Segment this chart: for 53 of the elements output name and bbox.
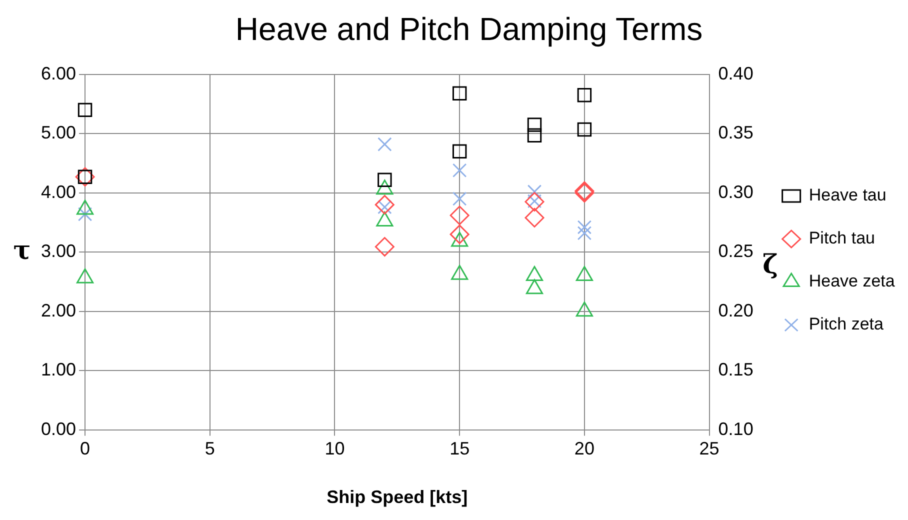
point: [450, 224, 470, 244]
point: [526, 266, 544, 282]
y-tick-label: 2.00: [40, 300, 76, 320]
x-tick-label: 0: [80, 438, 90, 459]
point: [452, 192, 467, 206]
point: [577, 220, 592, 234]
point: [452, 163, 467, 178]
point: [577, 122, 592, 137]
x-tick-label: 5: [204, 438, 215, 459]
point: [76, 268, 94, 284]
point: [450, 206, 470, 226]
legend-label: Pitch zeta: [808, 314, 884, 334]
point: [451, 264, 468, 280]
legend-label: Heave zeta: [808, 272, 896, 291]
y-axis-title: τ: [13, 236, 31, 266]
y2-tick-label: 0.15: [718, 360, 754, 380]
x-axis-title: Ship Speed [kts]: [326, 487, 468, 508]
y2-tick-label: 0.25: [718, 241, 754, 262]
y2-tick-label: 0.40: [718, 63, 754, 84]
y-tick-label: 3.00: [40, 241, 76, 262]
point: [524, 208, 544, 228]
point: [376, 212, 394, 227]
point: [452, 86, 467, 100]
legend-label: Heave tau: [808, 186, 886, 205]
point: [374, 194, 394, 214]
point: [577, 226, 592, 240]
point: [78, 102, 92, 118]
y2-tick-label: 0.10: [718, 418, 754, 439]
x-tick-label: 20: [574, 438, 594, 459]
y-tick-label: 4.00: [40, 182, 76, 202]
y-tick-label: 5.00: [40, 122, 76, 143]
y2-tick-label: 0.20: [718, 300, 754, 320]
point: [576, 266, 593, 282]
point: [527, 118, 542, 132]
legend-label: Pitch tau: [808, 228, 875, 248]
point: [576, 302, 593, 317]
y2-axis-title: ζ: [762, 250, 778, 280]
y-tick-label: 1.00: [40, 360, 76, 380]
chart-title: Heave and Pitch Damping Terms: [235, 11, 703, 48]
y2-tick-label: 0.30: [718, 182, 754, 202]
y2-tick-label: 0.35: [718, 122, 754, 143]
point: [526, 279, 544, 294]
y-tick-label: 6.00: [40, 63, 76, 84]
x-tick-label: 10: [324, 438, 345, 459]
x-tick-label: 15: [450, 438, 470, 459]
point: [374, 237, 394, 257]
point: [577, 88, 592, 102]
y-tick-label: 0.00: [40, 418, 76, 439]
point: [378, 137, 392, 152]
point: [451, 232, 468, 247]
point: [527, 128, 542, 143]
point: [452, 144, 467, 159]
x-tick-label: 25: [699, 438, 720, 459]
